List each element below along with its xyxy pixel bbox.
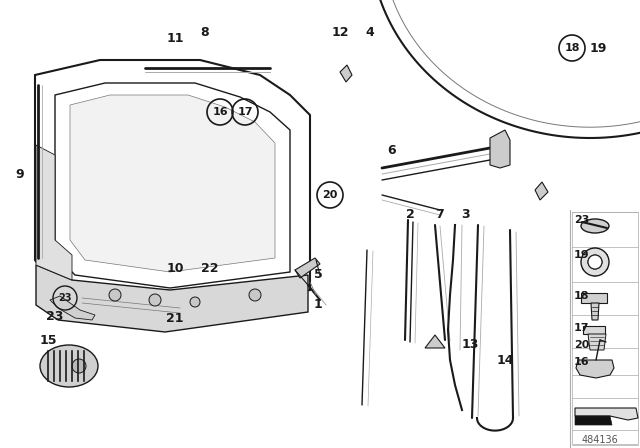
Text: 22: 22 — [201, 262, 219, 275]
Polygon shape — [575, 408, 638, 420]
Text: 20: 20 — [323, 190, 338, 200]
Text: 1: 1 — [314, 298, 323, 311]
Polygon shape — [340, 65, 352, 82]
Polygon shape — [490, 130, 510, 168]
Text: 16: 16 — [574, 357, 589, 367]
Text: 19: 19 — [589, 42, 607, 55]
Text: 18: 18 — [574, 291, 589, 301]
Polygon shape — [576, 360, 614, 378]
Text: 12: 12 — [332, 26, 349, 39]
Text: 11: 11 — [166, 31, 184, 44]
Bar — [195, 290, 250, 305]
Text: 15: 15 — [39, 333, 57, 346]
Circle shape — [149, 294, 161, 306]
Polygon shape — [583, 248, 607, 276]
Circle shape — [588, 255, 602, 269]
Polygon shape — [36, 145, 72, 280]
Polygon shape — [50, 296, 95, 320]
Text: 20: 20 — [574, 340, 589, 350]
Polygon shape — [575, 416, 612, 425]
Polygon shape — [70, 95, 275, 272]
Polygon shape — [36, 265, 308, 332]
Text: 4: 4 — [365, 26, 374, 39]
Text: 9: 9 — [16, 168, 24, 181]
Circle shape — [109, 289, 121, 301]
Text: 17: 17 — [574, 323, 589, 333]
Text: 6: 6 — [388, 143, 396, 156]
Ellipse shape — [581, 219, 609, 233]
Text: 23: 23 — [574, 215, 589, 225]
Polygon shape — [588, 334, 606, 350]
Polygon shape — [295, 258, 320, 278]
Text: 19: 19 — [574, 250, 589, 260]
Text: 17: 17 — [237, 107, 253, 117]
Text: 5: 5 — [314, 268, 323, 281]
Text: 2: 2 — [406, 208, 414, 221]
Text: 10: 10 — [166, 262, 184, 275]
Text: 23: 23 — [46, 310, 64, 323]
Text: 16: 16 — [212, 107, 228, 117]
Polygon shape — [425, 335, 445, 348]
Text: 23: 23 — [58, 293, 72, 303]
Text: 14: 14 — [496, 353, 514, 366]
Circle shape — [190, 297, 200, 307]
Ellipse shape — [40, 345, 98, 387]
Bar — [581, 293, 607, 303]
Text: 7: 7 — [436, 208, 444, 221]
Polygon shape — [535, 182, 548, 200]
Text: 3: 3 — [461, 208, 469, 221]
Polygon shape — [591, 303, 599, 320]
Bar — [572, 212, 638, 444]
Circle shape — [581, 248, 609, 276]
Text: 13: 13 — [461, 339, 479, 352]
Text: 8: 8 — [201, 26, 209, 39]
Text: 21: 21 — [166, 311, 184, 324]
Circle shape — [249, 289, 261, 301]
Circle shape — [72, 359, 86, 373]
Text: 18: 18 — [564, 43, 580, 53]
Bar — [583, 326, 605, 334]
Text: 484136: 484136 — [582, 435, 618, 445]
